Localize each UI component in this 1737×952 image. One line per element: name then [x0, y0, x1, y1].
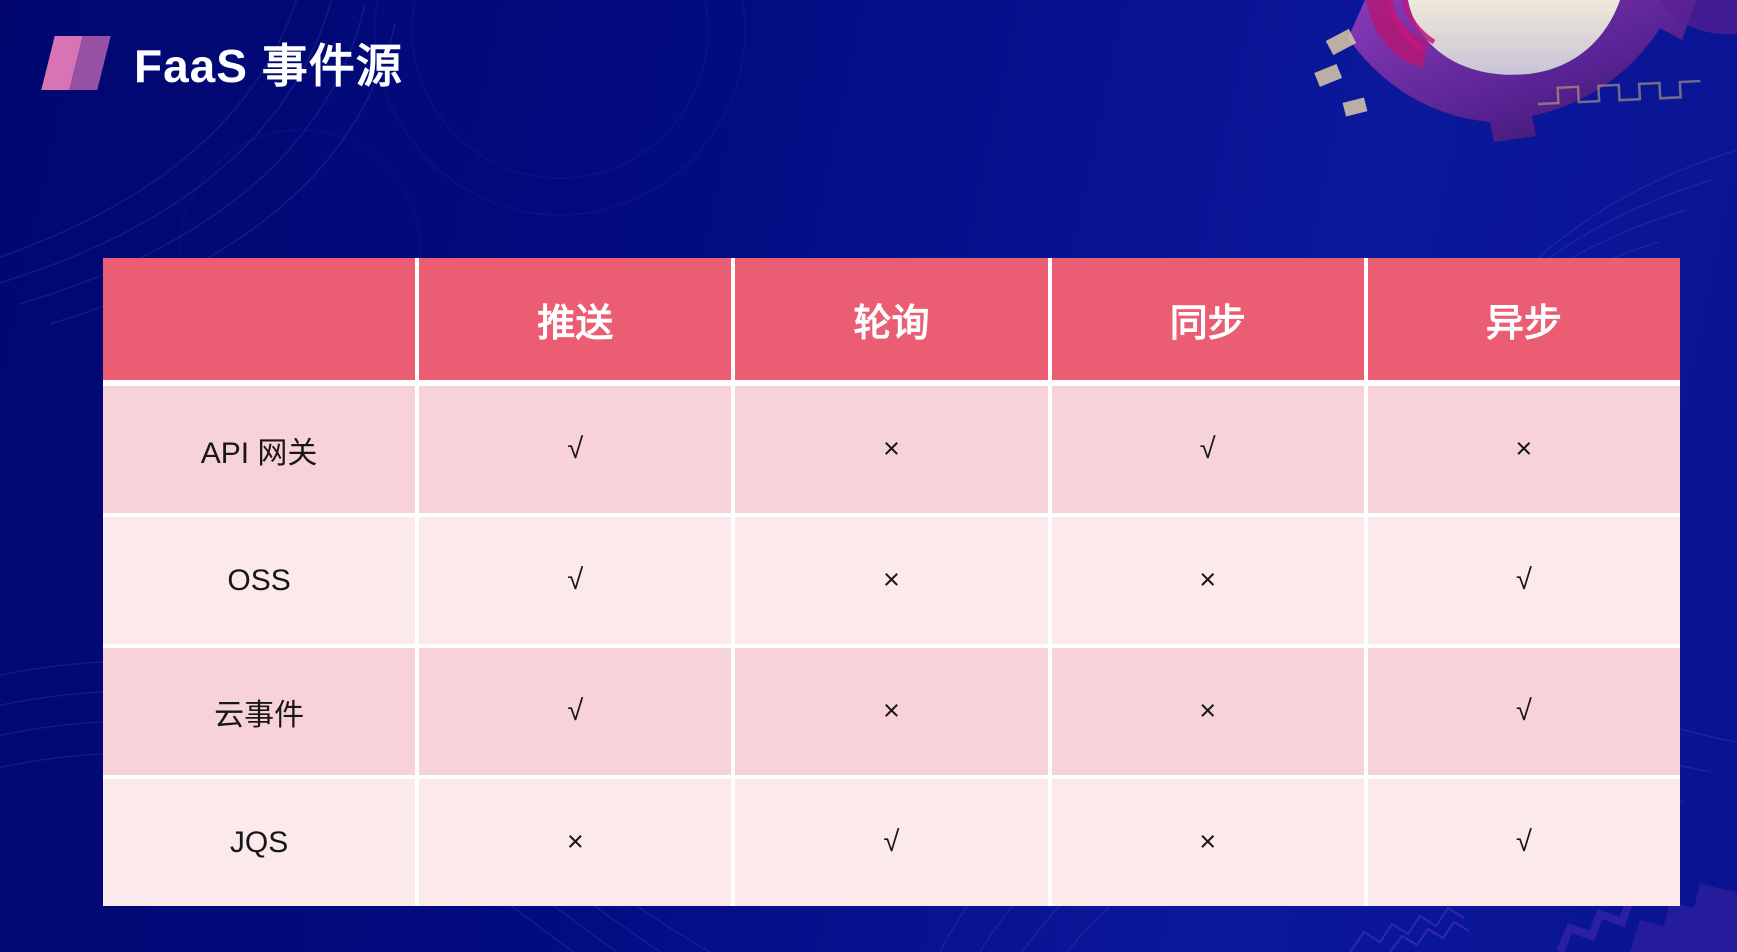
- magenta-strands: [1387, 0, 1436, 52]
- cell-api-gateway-push: √: [419, 386, 732, 513]
- column-header-blank: [103, 258, 416, 380]
- gear-teeth-beige: [1314, 28, 1368, 117]
- cell-api-gateway-poll: ×: [735, 386, 1048, 513]
- row-label-oss: OSS: [103, 517, 416, 644]
- column-header-poll: 轮询: [735, 258, 1048, 380]
- magenta-ribbon: [1366, 0, 1428, 68]
- gear-decoration: [1314, 0, 1737, 142]
- column-header-async: 异步: [1367, 258, 1680, 380]
- cell-api-gateway-sync: √: [1051, 386, 1364, 513]
- cell-oss-push: √: [419, 517, 732, 644]
- cell-jqs-poll: √: [735, 779, 1048, 906]
- gear-body: [1348, 0, 1696, 142]
- gear-highlight: [1408, 0, 1620, 75]
- cell-oss-sync: ×: [1051, 517, 1364, 644]
- title-marker-icon: [41, 36, 111, 90]
- cell-cloud-events-async: √: [1367, 648, 1680, 775]
- page-title: FaaS 事件源: [134, 40, 403, 92]
- gear-fragment: [1660, 0, 1737, 35]
- cell-oss-poll: ×: [735, 517, 1048, 644]
- row-label-jqs: JQS: [103, 779, 416, 906]
- table-header-row: 推送 轮询 同步 异步: [103, 258, 1680, 380]
- gear-teeth-outline: [1537, 79, 1701, 106]
- gear-fragment-strip: [1556, 898, 1634, 952]
- cell-cloud-events-sync: ×: [1051, 648, 1364, 775]
- cell-oss-async: √: [1367, 517, 1680, 644]
- table-body: API 网关 √ × √ × OSS √ × × √ 云事件 √ × × √ J…: [103, 386, 1680, 906]
- row-label-api-gateway: API 网关: [103, 386, 416, 513]
- cell-cloud-events-push: √: [419, 648, 732, 775]
- cell-cloud-events-poll: ×: [735, 648, 1048, 775]
- cell-api-gateway-async: ×: [1367, 386, 1680, 513]
- cell-jqs-async: √: [1367, 779, 1680, 906]
- column-header-push: 推送: [419, 258, 732, 380]
- column-header-sync: 同步: [1051, 258, 1364, 380]
- cell-jqs-push: ×: [419, 779, 732, 906]
- cell-jqs-sync: ×: [1051, 779, 1364, 906]
- event-source-table: 推送 轮询 同步 异步 API 网关 √ × √ × OSS √ × × √ 云…: [103, 258, 1680, 906]
- slide-header: FaaS 事件源: [41, 30, 403, 96]
- row-label-cloud-events: 云事件: [103, 648, 416, 775]
